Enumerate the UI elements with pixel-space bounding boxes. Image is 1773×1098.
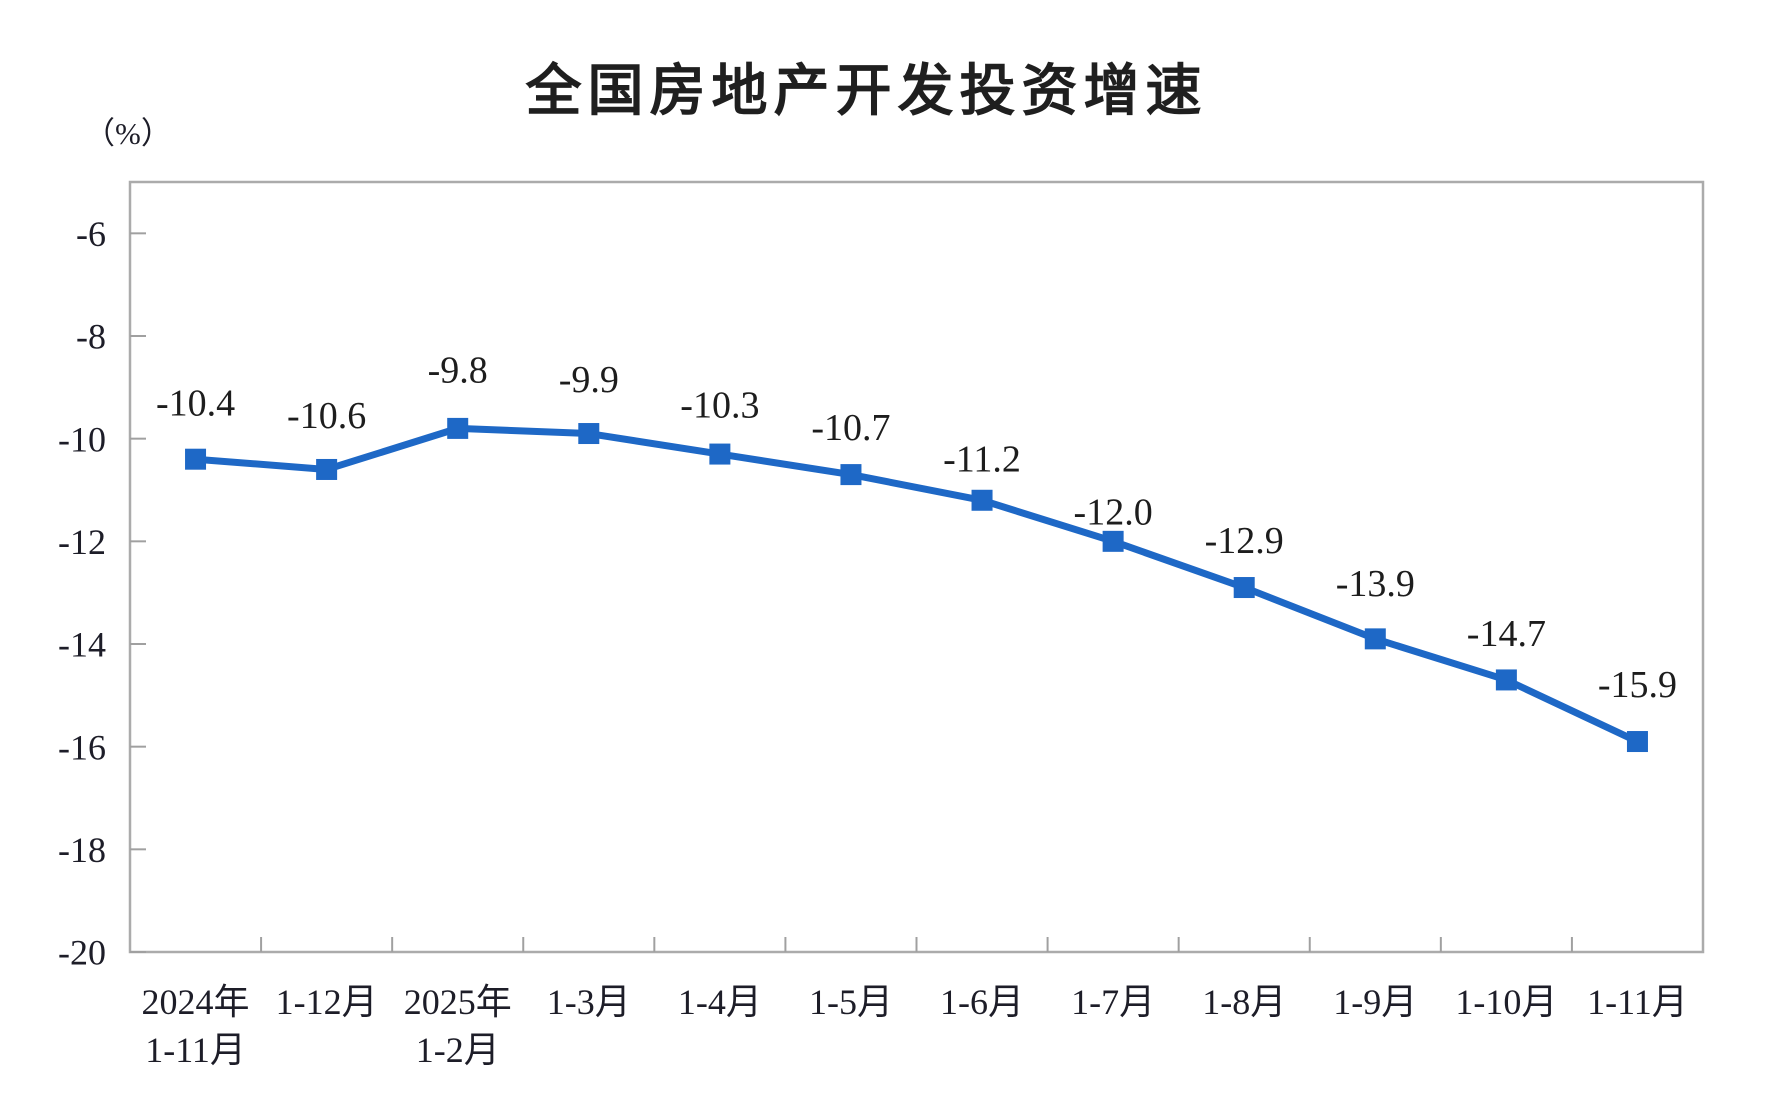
data-point-label: -10.7 (811, 407, 890, 449)
data-point-marker (971, 489, 993, 511)
x-axis-category-label: 1-8月 (1202, 982, 1286, 1022)
data-point-label: -14.7 (1467, 613, 1546, 655)
data-point-label: -12.9 (1205, 520, 1284, 562)
x-axis-category-label: 1-2月 (416, 1030, 500, 1070)
x-axis-category-label: 1-11月 (1587, 982, 1688, 1022)
series-line (192, 424, 1641, 746)
data-point-label: -10.4 (156, 383, 235, 425)
data-point-marker (1233, 577, 1255, 599)
data-point-marker (447, 417, 469, 439)
data-point-label: -10.3 (680, 384, 759, 426)
x-axis-category-label: 1-4月 (678, 982, 762, 1022)
data-point-label: -9.8 (428, 350, 488, 392)
data-point-marker (578, 423, 600, 445)
y-axis-tick-label: -14 (58, 625, 106, 665)
y-axis-tick-label: -12 (58, 522, 106, 562)
data-point-marker (840, 464, 862, 486)
data-point-marker (1495, 669, 1517, 691)
data-point-marker (316, 458, 338, 480)
y-axis-tick-label: -20 (58, 933, 106, 973)
y-axis-tick-label: -8 (76, 317, 106, 357)
data-point-label: -9.9 (559, 359, 619, 401)
x-axis-category-label: 2024年 (142, 982, 250, 1022)
x-axis-category-label: 1-5月 (809, 982, 893, 1022)
data-point-marker (1364, 628, 1386, 650)
data-point-marker (185, 448, 207, 470)
data-point-label: -12.0 (1074, 492, 1153, 534)
data-point-marker (1626, 731, 1648, 753)
data-point-label: -13.9 (1336, 563, 1415, 605)
data-point-marker (1102, 530, 1124, 552)
x-axis-category-label: 1-7月 (1071, 982, 1155, 1022)
x-axis-category-label: 2025年 (404, 982, 512, 1022)
chart-title: 全国房地产开发投资增速 (525, 59, 1208, 122)
data-point-label: -11.2 (943, 439, 1021, 481)
plot-area-border (128, 180, 1705, 954)
x-axis-category-label: 1-10月 (1455, 982, 1557, 1022)
data-point-label: -10.6 (287, 395, 366, 437)
y-axis-tick-label: -10 (58, 419, 106, 459)
x-axis-category-label: 1-6月 (940, 982, 1024, 1022)
data-point-label: -15.9 (1598, 664, 1677, 706)
x-axis-category-label: 1-11月 (145, 1030, 246, 1070)
y-axis-unit-label: （%） (84, 116, 172, 151)
y-axis-tick-label: -18 (58, 830, 106, 870)
data-point-marker (709, 443, 731, 465)
x-axis-category-label: 1-3月 (547, 982, 631, 1022)
y-axis-tick-label: -16 (58, 727, 106, 767)
y-axis-tick-label: -6 (76, 214, 106, 254)
x-axis-category-label: 1-12月 (276, 982, 378, 1022)
x-axis-category-label: 1-9月 (1333, 982, 1417, 1022)
